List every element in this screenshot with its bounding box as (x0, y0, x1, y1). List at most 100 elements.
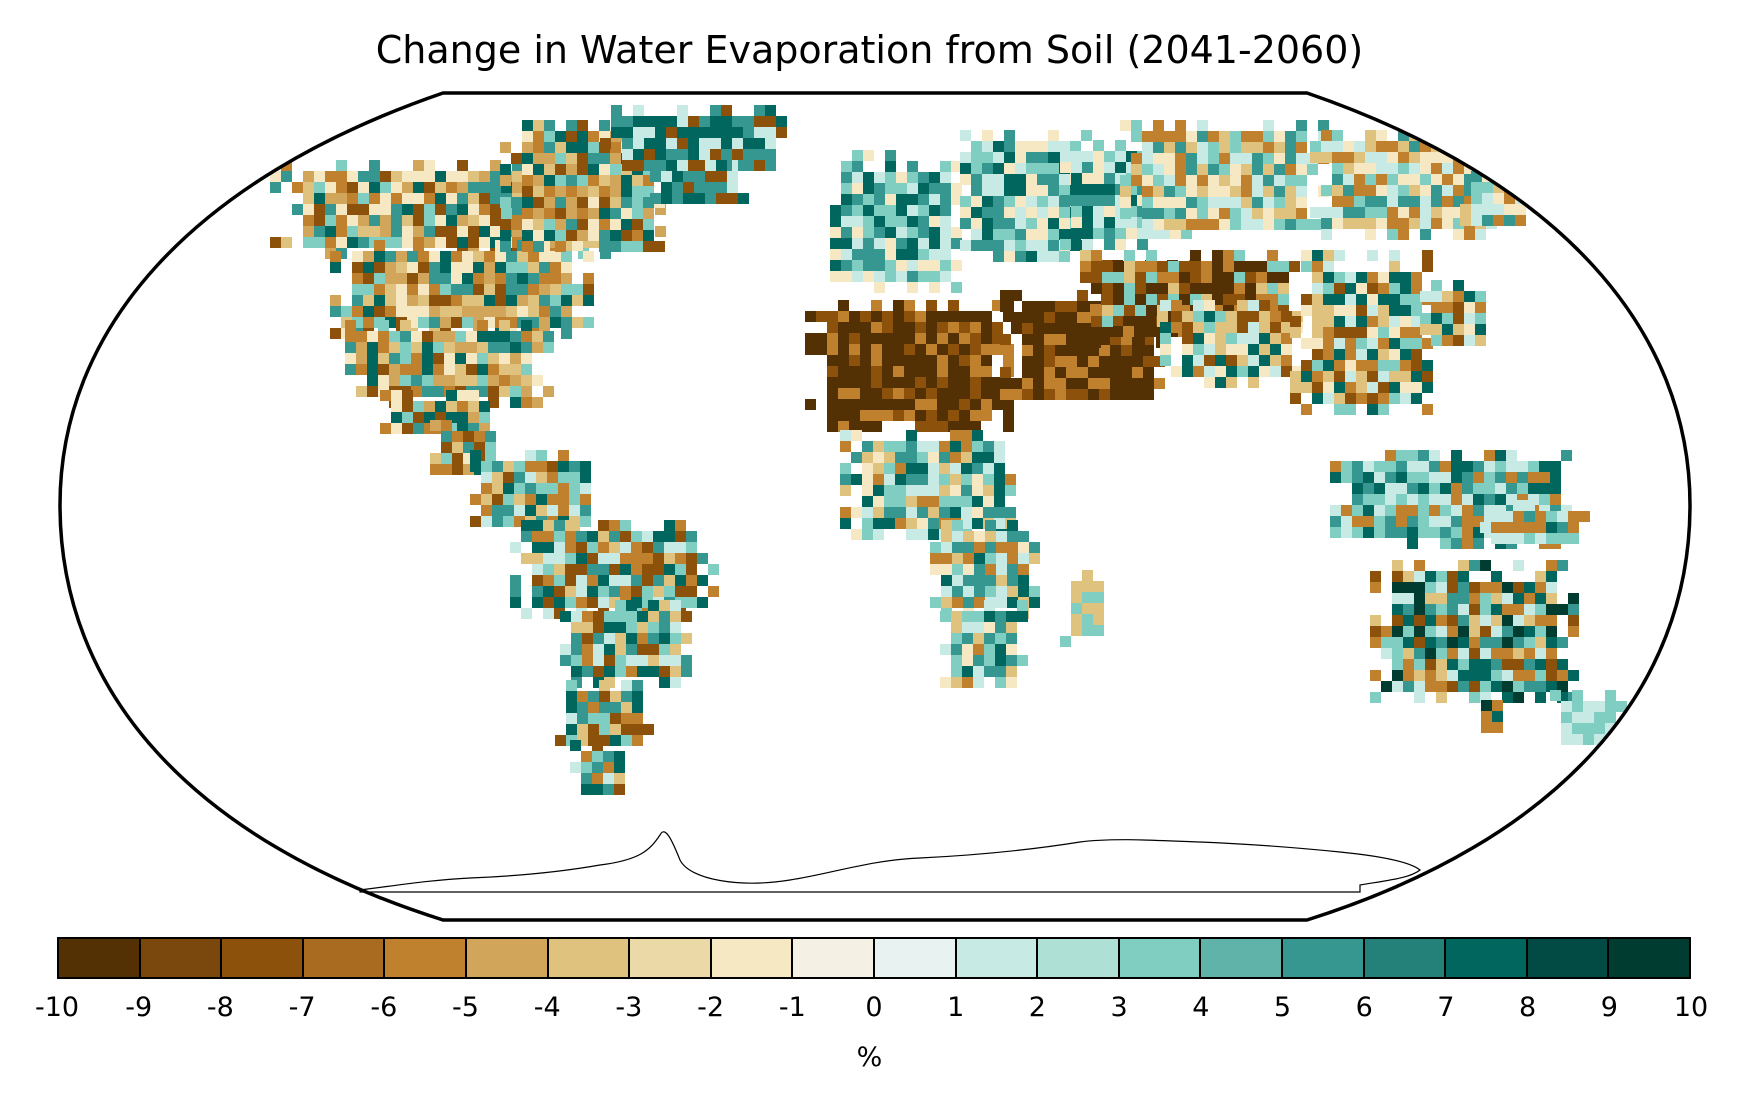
land-cell (838, 322, 849, 333)
land-cell (1093, 603, 1104, 614)
land-cell (588, 691, 599, 702)
land-cell (1186, 208, 1197, 219)
land-cell (1352, 494, 1363, 505)
land-cell (1029, 597, 1040, 608)
land-cell (1376, 174, 1387, 185)
land-cell (1182, 344, 1193, 355)
land-cell (632, 702, 643, 713)
land-cell (1447, 659, 1458, 670)
land-cell (1153, 208, 1164, 219)
land-cell (1356, 305, 1367, 316)
land-cell (587, 564, 598, 575)
land-cell (1425, 593, 1436, 604)
land-cell (1453, 302, 1464, 313)
land-cell (1256, 294, 1267, 305)
land-cell (1170, 228, 1181, 239)
land-cell (951, 622, 962, 633)
land-cell (1539, 505, 1550, 516)
land-cell (633, 127, 644, 138)
land-cell (1285, 175, 1296, 186)
land-cell (1124, 272, 1135, 283)
land-cell (1561, 450, 1572, 461)
land-cell (572, 295, 583, 306)
land-cell (862, 474, 873, 485)
land-cell (1312, 371, 1323, 382)
land-cell (1400, 349, 1411, 360)
land-cell (974, 575, 985, 586)
land-cell (1425, 670, 1436, 681)
land-cell (1115, 162, 1126, 173)
land-cell (1153, 164, 1164, 175)
land-cell (1387, 218, 1398, 229)
land-cell (1422, 261, 1433, 272)
land-cell (972, 441, 983, 452)
land-cell (1345, 294, 1356, 305)
land-cell (940, 194, 951, 205)
land-cell (1212, 272, 1223, 283)
land-cell (1425, 626, 1436, 637)
land-cell (637, 666, 648, 677)
land-cell (1135, 283, 1146, 294)
land-cell (593, 655, 604, 666)
land-cell (1389, 371, 1400, 382)
land-cell (940, 644, 951, 655)
land-cell (1365, 130, 1376, 141)
land-cell (510, 597, 521, 608)
land-cell (603, 784, 614, 795)
land-cell (981, 366, 992, 377)
land-cell (1037, 240, 1048, 251)
land-cell (664, 575, 675, 586)
land-cell (514, 483, 525, 494)
land-cell (1517, 483, 1528, 494)
land-cell (1301, 305, 1312, 316)
land-cell (1431, 152, 1442, 163)
land-cell (1367, 316, 1378, 327)
land-cell (1458, 626, 1469, 637)
land-cell (1071, 592, 1082, 603)
land-cell (566, 142, 577, 153)
land-cell (1429, 483, 1440, 494)
land-cell (1093, 581, 1104, 592)
land-cell (468, 193, 479, 204)
land-cell (743, 149, 754, 160)
land-cell (1425, 659, 1436, 670)
land-cell (571, 644, 582, 655)
land-cell (485, 453, 496, 464)
land-cell (1193, 300, 1204, 311)
land-cell (1121, 334, 1132, 345)
land-cell (1102, 272, 1113, 283)
land-cell (1409, 196, 1420, 207)
land-cell (544, 230, 555, 241)
land-cell (874, 260, 885, 271)
land-cell (1471, 193, 1482, 204)
land-cell (915, 421, 926, 432)
land-cell (490, 215, 501, 226)
land-cell (1048, 196, 1059, 207)
land-cell (841, 194, 852, 205)
land-cell (539, 306, 550, 317)
land-cell (1442, 196, 1453, 207)
land-cell (622, 127, 633, 138)
land-cell (511, 197, 522, 208)
land-cell (1365, 196, 1376, 207)
land-cell (841, 271, 852, 282)
land-cell (1270, 366, 1281, 377)
land-cell (455, 331, 466, 342)
land-cell (1484, 461, 1495, 472)
land-cell (569, 494, 580, 505)
land-cell (1110, 356, 1121, 367)
land-cell (352, 251, 363, 262)
land-cell (1099, 389, 1110, 400)
land-cell (632, 175, 643, 186)
land-cell (1429, 505, 1440, 516)
land-cell (1378, 316, 1389, 327)
land-cell (860, 333, 871, 344)
land-cell (588, 230, 599, 241)
land-cell (466, 331, 477, 342)
land-cell (1088, 378, 1099, 389)
colorbar-tick-label: -1 (778, 992, 806, 1023)
land-cell (1044, 312, 1055, 323)
land-cell (484, 295, 495, 306)
land-cell (543, 597, 554, 608)
land-cell (587, 542, 598, 553)
